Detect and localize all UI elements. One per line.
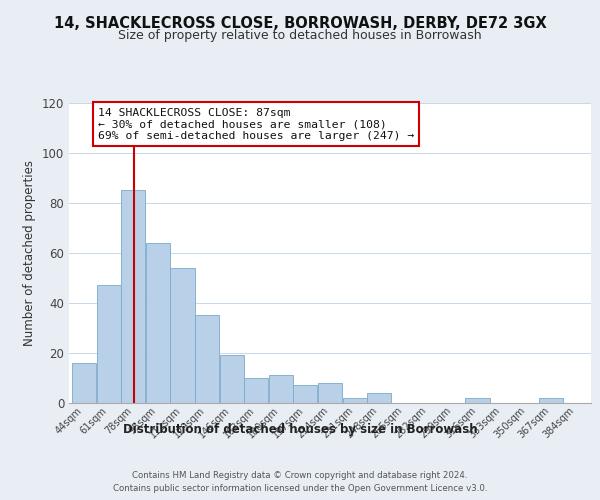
Bar <box>539 398 563 402</box>
Text: Distribution of detached houses by size in Borrowash: Distribution of detached houses by size … <box>122 422 478 436</box>
Bar <box>318 382 342 402</box>
Bar <box>146 242 170 402</box>
Bar <box>244 378 268 402</box>
Bar <box>121 190 145 402</box>
Bar <box>195 315 219 402</box>
Bar <box>367 392 391 402</box>
Bar <box>72 362 96 403</box>
Bar <box>293 385 317 402</box>
Text: 14, SHACKLECROSS CLOSE, BORROWASH, DERBY, DE72 3GX: 14, SHACKLECROSS CLOSE, BORROWASH, DERBY… <box>53 16 547 31</box>
Y-axis label: Number of detached properties: Number of detached properties <box>23 160 36 346</box>
Text: 14 SHACKLECROSS CLOSE: 87sqm
← 30% of detached houses are smaller (108)
69% of s: 14 SHACKLECROSS CLOSE: 87sqm ← 30% of de… <box>98 108 414 140</box>
Text: Size of property relative to detached houses in Borrowash: Size of property relative to detached ho… <box>118 29 482 42</box>
Bar <box>170 268 194 402</box>
Bar <box>220 355 244 403</box>
Text: Contains public sector information licensed under the Open Government Licence v3: Contains public sector information licen… <box>113 484 487 493</box>
Bar <box>269 375 293 402</box>
Bar <box>466 398 490 402</box>
Bar <box>343 398 367 402</box>
Bar <box>97 285 121 403</box>
Text: Contains HM Land Registry data © Crown copyright and database right 2024.: Contains HM Land Registry data © Crown c… <box>132 471 468 480</box>
